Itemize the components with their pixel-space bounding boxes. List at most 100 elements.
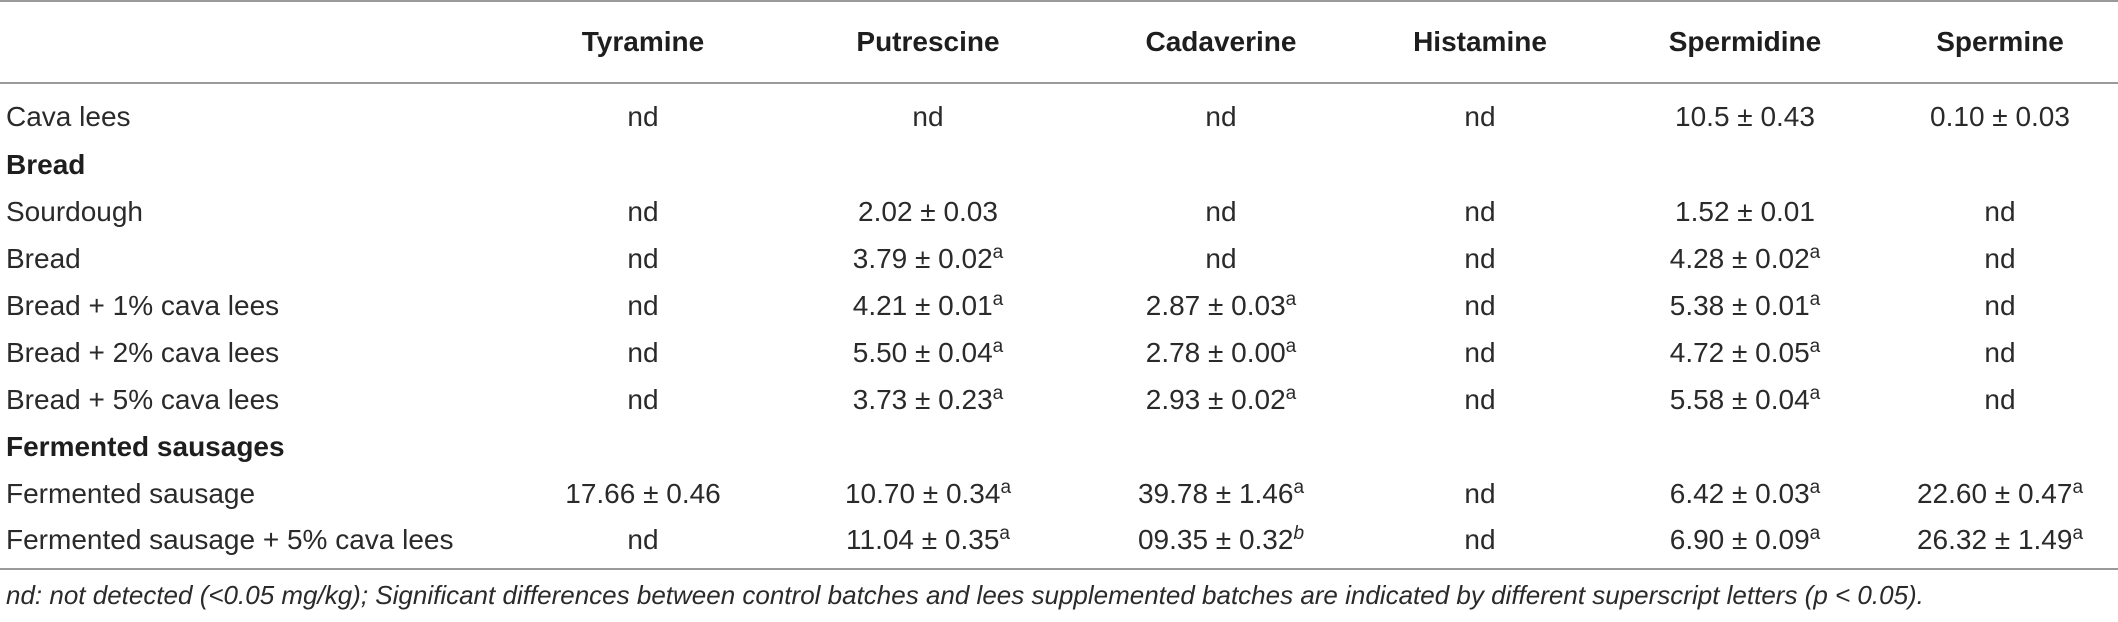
table-footnote: nd: not detected (<0.05 mg/kg); Signific… — [6, 580, 1924, 610]
header-row: Tyramine Putrescine Cadaverine Histamine Spe… — [0, 0, 2118, 84]
table-cell: 2.78 ± 0.00a — [1090, 329, 1352, 376]
significance-superscript: a — [1293, 476, 1305, 498]
cell-value: 39.78 ± 1.46 — [1137, 477, 1294, 509]
cell-value: nd — [627, 383, 659, 415]
table-cell: nd — [520, 188, 766, 235]
column-header-cadaverine: Cadaverine — [1090, 0, 1352, 84]
significance-superscript: b — [1293, 522, 1305, 544]
cell-value: nd — [912, 100, 944, 132]
table-cell: 4.21 ± 0.01a — [766, 282, 1090, 329]
cell-value: 6.90 ± 0.09 — [1669, 523, 1810, 555]
significance-superscript: a — [1809, 382, 1821, 404]
table-cell: nd — [1352, 188, 1608, 235]
table-cell: 5.58 ± 0.04a — [1608, 376, 1882, 423]
cell-value: 1.52 ± 0.01 — [1675, 195, 1815, 227]
column-header-putrescine: Putrescine — [766, 0, 1090, 84]
table-cell: 4.72 ± 0.05a — [1608, 329, 1882, 376]
table-cell: 39.78 ± 1.46a — [1090, 470, 1352, 517]
table-row: Bread + 1% cava lees nd 4.21 ± 0.01a 2.87 ±… — [0, 282, 2118, 329]
table-cell: 09.35 ± 0.32b — [1090, 517, 1352, 570]
table-row: Cava lees nd nd nd nd 10.5 ± 0.43 0.10 ± 0.03 — [0, 83, 2118, 141]
cell-value: nd — [627, 242, 659, 274]
table-row: Fermented sausage 17.66 ± 0.46 10.70 ± 0.3… — [0, 470, 2118, 517]
table-cell: nd — [1352, 282, 1608, 329]
cell-value: 4.28 ± 0.02 — [1669, 242, 1810, 274]
cell-value: nd — [1984, 242, 2016, 274]
cell-value: nd — [1464, 477, 1496, 509]
table-cell: nd — [1352, 235, 1608, 282]
table-cell: nd — [1090, 83, 1352, 141]
table-cell: 17.66 ± 0.46 — [520, 470, 766, 517]
cell-value: 4.21 ± 0.01 — [852, 289, 993, 321]
table-cell: 5.38 ± 0.01a — [1608, 282, 1882, 329]
table-header: Tyramine Putrescine Cadaverine Histamine Spe… — [0, 0, 2118, 84]
section-heading: Fermented sausages — [6, 430, 285, 462]
cell-value: nd — [1464, 523, 1496, 555]
row-label: Sourdough — [6, 195, 144, 227]
table-row: Bread nd 3.79 ± 0.02a nd nd 4.28 ± 0.02a nd — [0, 235, 2118, 282]
cell-value: 2.87 ± 0.03 — [1145, 289, 1286, 321]
cell-value: 0.10 ± 0.03 — [1930, 100, 2070, 132]
table-cell: nd — [520, 83, 766, 141]
significance-superscript: a — [2072, 522, 2084, 544]
column-header-histamine: Histamine — [1352, 0, 1608, 84]
significance-superscript: a — [992, 382, 1004, 404]
cell-value: nd — [1464, 289, 1496, 321]
cell-value: nd — [1464, 100, 1496, 132]
table-cell: 0.10 ± 0.03 — [1882, 83, 2118, 141]
cell-value: nd — [1205, 242, 1237, 274]
significance-superscript: a — [1285, 382, 1297, 404]
cell-value: 22.60 ± 0.47 — [1916, 477, 2073, 509]
table-cell: nd — [520, 329, 766, 376]
row-label: Fermented sausage + 5% cava lees — [0, 517, 520, 570]
table-cell: nd — [520, 517, 766, 570]
table-cell: nd — [1352, 517, 1608, 570]
table-cell: nd — [1882, 376, 2118, 423]
cell-value: 5.50 ± 0.04 — [852, 336, 993, 368]
table-cell: nd — [520, 376, 766, 423]
cell-value: nd — [627, 523, 659, 555]
table-cell: 2.02 ± 0.03 — [766, 188, 1090, 235]
header-cell-blank — [0, 0, 520, 84]
table-cell: nd — [1352, 83, 1608, 141]
table-cell: nd — [520, 235, 766, 282]
table-cell: 2.87 ± 0.03a — [1090, 282, 1352, 329]
cell-value: nd — [1464, 242, 1496, 274]
table-cell: nd — [1882, 329, 2118, 376]
cell-value: nd — [627, 100, 659, 132]
table-cell: nd — [1090, 188, 1352, 235]
cell-value: 2.93 ± 0.02 — [1145, 383, 1286, 415]
row-label: Fermented sausage — [6, 477, 256, 509]
table-cell: 10.70 ± 0.34a — [766, 470, 1090, 517]
significance-superscript: a — [999, 522, 1010, 544]
column-header-spermidine: Spermidine — [1608, 0, 1882, 84]
cell-value: nd — [1984, 289, 2016, 321]
cell-value: 3.73 ± 0.23 — [852, 383, 993, 415]
cell-value: 10.5 ± 0.43 — [1675, 100, 1815, 132]
section-row: Bread — [0, 141, 2118, 188]
table-cell: 1.52 ± 0.01 — [1608, 188, 1882, 235]
significance-superscript: a — [1809, 476, 1821, 498]
significance-superscript: a — [1285, 288, 1297, 310]
table-cell: 6.90 ± 0.09a — [1608, 517, 1882, 570]
cell-value: nd — [1984, 195, 2016, 227]
cell-value: nd — [1464, 383, 1496, 415]
table-cell: 5.50 ± 0.04a — [766, 329, 1090, 376]
cell-value: nd — [1464, 195, 1496, 227]
cell-value: nd — [1984, 383, 2016, 415]
table-cell: nd — [1352, 329, 1608, 376]
table-cell: 6.42 ± 0.03a — [1608, 470, 1882, 517]
section-heading: Bread — [6, 148, 86, 180]
table-cell: nd — [1090, 235, 1352, 282]
cell-value: 6.42 ± 0.03 — [1669, 477, 1810, 509]
significance-superscript: a — [1000, 476, 1012, 498]
cell-value: 26.32 ± 1.49 — [1916, 523, 2073, 555]
significance-superscript: a — [1809, 335, 1821, 357]
cell-value: nd — [627, 336, 659, 368]
cell-value: nd — [1205, 100, 1237, 132]
cell-value: 3.79 ± 0.02 — [852, 242, 993, 274]
table-row: Bread + 2% cava lees nd 5.50 ± 0.04a 2.78 ±… — [0, 329, 2118, 376]
significance-superscript: a — [992, 241, 1004, 263]
significance-superscript: a — [992, 335, 1004, 357]
